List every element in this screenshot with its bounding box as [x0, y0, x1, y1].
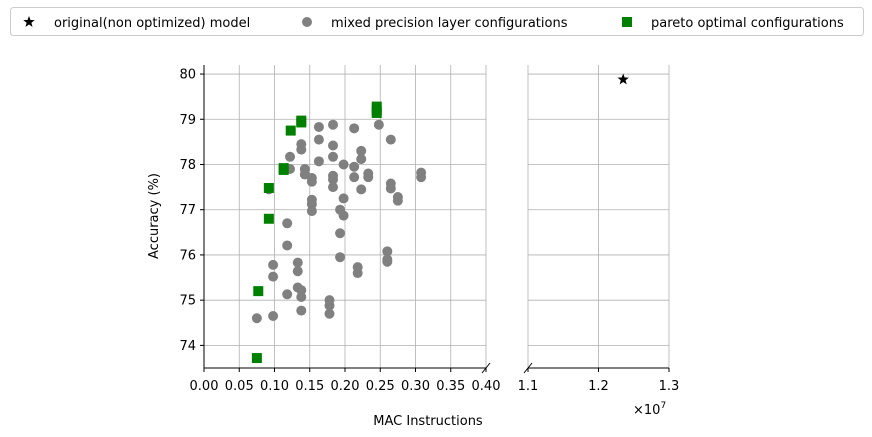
pareto-optimal-point [371, 101, 382, 112]
mixed-precision-point [328, 151, 339, 162]
mixed-precision-point [385, 134, 396, 145]
y-tick-label: 74 [179, 339, 196, 354]
pareto-optimal-point [278, 163, 289, 174]
y-axis-title: Accuracy (%) [147, 173, 162, 259]
legend-star-marker [23, 16, 35, 27]
mixed-precision-point [328, 170, 339, 181]
x-offset-exponent: 7 [660, 401, 666, 411]
legend-entry-mixed: mixed precision layer configurations [302, 16, 568, 31]
mixed-precision-point [328, 182, 339, 193]
mixed-precision-point [285, 151, 296, 162]
mixed-precision-point [324, 308, 335, 319]
legend-label-original: original(non optimized) model [54, 16, 250, 31]
mixed-precision-point [338, 159, 349, 170]
mixed-precision-point [282, 289, 293, 300]
mixed-precision-point [385, 178, 396, 189]
mixed-precision-point [251, 313, 262, 324]
mixed-precision-point [296, 305, 307, 316]
mixed-precision-point [373, 119, 384, 130]
x-tick-label: 0.35 [436, 379, 465, 394]
mixed-precision-point [382, 246, 393, 257]
legend-label-mixed: mixed precision layer configurations [331, 16, 568, 31]
legend-circle-marker [302, 17, 312, 27]
axis-break-mark [481, 362, 491, 374]
mixed-precision-point [356, 184, 367, 195]
legend-entry-pareto: pareto optimal configurations [622, 16, 844, 31]
mixed-precision-point [282, 218, 293, 229]
mixed-precision-point [338, 210, 349, 221]
legend-label-pareto: pareto optimal configurations [651, 16, 844, 31]
x-tick-label: 0.40 [472, 379, 501, 394]
mixed-precision-point [306, 194, 317, 205]
pareto-optimal-point [253, 286, 264, 297]
mixed-precision-point [363, 168, 374, 179]
mixed-precision-point [328, 140, 339, 151]
y-tick-label: 79 [179, 113, 196, 128]
y-tick-label: 76 [179, 248, 196, 263]
mixed-precision-point [324, 295, 335, 306]
mixed-precision-point [292, 257, 303, 268]
mixed-precision-point [356, 145, 367, 156]
mixed-precision-point [335, 252, 346, 263]
mixed-precision-point [268, 259, 279, 270]
mixed-precision-point [282, 240, 293, 251]
pareto-optimal-point [251, 353, 262, 364]
mixed-precision-point [306, 173, 317, 184]
mixed-precision-point [296, 139, 307, 150]
x-tick-label: 0.00 [190, 379, 219, 394]
x-tick-label: 1.2 [588, 379, 609, 394]
x-tick-label: 1.3 [659, 379, 680, 394]
original-model-point [617, 73, 629, 85]
pareto-optimal-point [263, 183, 274, 194]
y-tick-label: 75 [179, 294, 196, 309]
mixed-precision-point [335, 228, 346, 239]
mixed-precision-point [392, 192, 403, 203]
mixed-precision-point [352, 262, 363, 273]
mixed-precision-point [349, 161, 360, 172]
y-tick-label: 78 [179, 158, 196, 173]
mixed-precision-point [313, 134, 324, 145]
mixed-precision-point [416, 167, 427, 178]
mixed-precision-point [338, 193, 349, 204]
x-tick-label: 0.05 [225, 379, 254, 394]
mixed-precision-point [296, 285, 307, 296]
y-tick-label: 80 [179, 68, 196, 83]
mixed-precision-point [382, 254, 393, 265]
mixed-precision-point [299, 164, 310, 175]
axis-break-mark [523, 362, 533, 374]
mixed-precision-point [292, 266, 303, 277]
mixed-precision-point [313, 156, 324, 167]
left-panel: 0.00 0.05 0.10 0.15 0.20 0.25 0.30 0.35 0.40 74 75… [179, 65, 500, 394]
y-tick-label: 77 [179, 203, 196, 218]
mixed-precision-point [328, 119, 339, 130]
legend-entry-original: original(non optimized) model [23, 16, 250, 31]
x-tick-label: 0.15 [295, 379, 324, 394]
x-tick-label: 0.30 [401, 379, 430, 394]
x-tick-label: 0.20 [331, 379, 360, 394]
mixed-precision-point [313, 121, 324, 132]
right-panel: 1.1 1.2 1.3 [518, 65, 680, 394]
x-offset-multiplier: ×107 [633, 401, 666, 418]
legend-frame [10, 7, 864, 36]
pareto-optimal-point [263, 213, 274, 224]
pareto-optimal-point [285, 125, 296, 136]
x-axis-title: MAC Instructions [373, 414, 483, 429]
mixed-precision-point [268, 310, 279, 321]
mixed-precision-point [356, 154, 367, 165]
x-tick-label: 1.1 [518, 379, 539, 394]
x-offset-base: ×10 [633, 403, 660, 418]
pareto-optimal-point [296, 115, 307, 126]
mixed-precision-point [349, 172, 360, 183]
legend: original(non optimized) model mixed prec… [10, 7, 864, 36]
x-tick-label: 0.25 [366, 379, 395, 394]
mixed-precision-point [349, 123, 360, 134]
x-tick-label: 0.10 [260, 379, 289, 394]
mixed-precision-point [268, 271, 279, 282]
legend-square-marker [622, 17, 632, 27]
